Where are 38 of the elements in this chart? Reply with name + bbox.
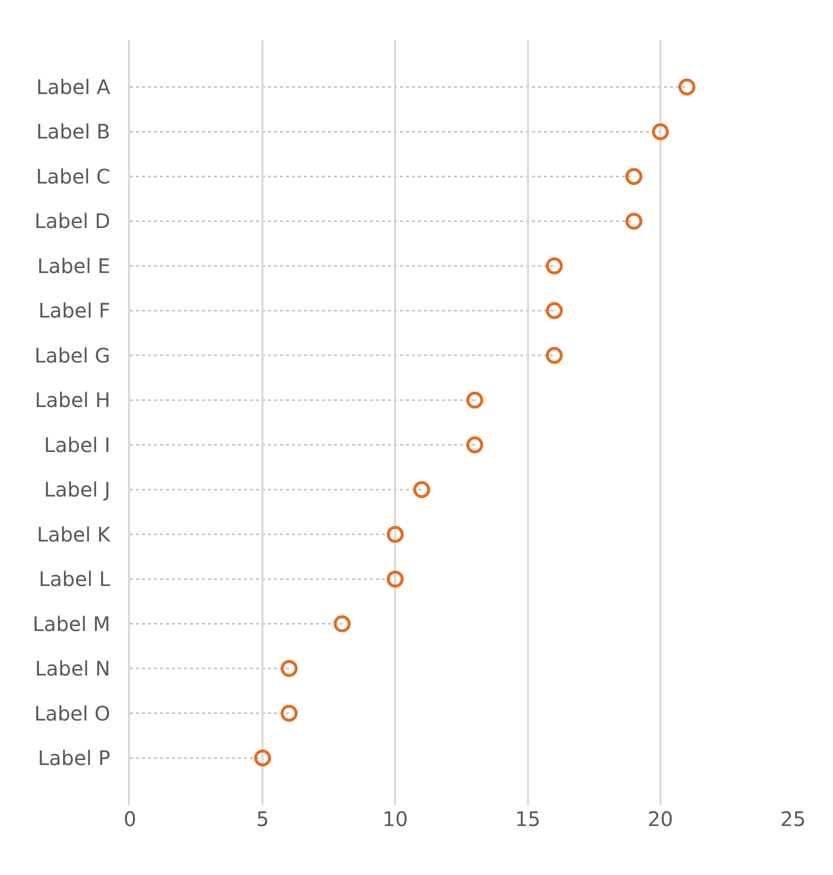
point <box>280 704 298 722</box>
y-tick-label: Label F <box>38 298 110 323</box>
point <box>625 212 642 230</box>
point <box>413 481 430 498</box>
point <box>678 78 696 96</box>
point <box>652 123 669 140</box>
point <box>280 660 298 678</box>
point <box>546 257 563 274</box>
y-tick-label: Label A <box>36 75 111 99</box>
point <box>254 750 272 766</box>
x-tick-label: 20 <box>648 807 674 831</box>
point <box>386 570 404 588</box>
y-tick-label: Label J <box>44 478 110 502</box>
y-tick-label: Label K <box>36 522 112 546</box>
point <box>466 436 484 454</box>
point <box>546 346 563 364</box>
y-tick-label: Label H <box>34 388 110 412</box>
x-tick-label: 5 <box>256 807 269 831</box>
y-tick-label: Label L <box>38 567 112 592</box>
x-tick-label: 0 <box>124 807 136 831</box>
y-tick-label: Label C <box>36 164 110 188</box>
y-tick-label: Label M <box>32 612 110 636</box>
point <box>466 392 484 409</box>
y-tick-label: Label D <box>34 209 110 234</box>
y-tick-label: Label B <box>36 120 110 144</box>
x-tick-label: 15 <box>515 807 541 831</box>
point <box>546 302 563 320</box>
x-tick-label: 10 <box>382 807 408 831</box>
y-tick-label: Label N <box>34 656 110 681</box>
point <box>334 615 351 632</box>
y-tick-label: Label G <box>34 343 110 368</box>
x-tick-label: 25 <box>780 807 806 831</box>
y-tick-label: Label P <box>38 746 110 770</box>
point <box>386 526 404 543</box>
y-tick-label: Label I <box>44 432 110 457</box>
point <box>625 168 642 185</box>
y-tick-label: Label O <box>34 701 110 726</box>
y-tick-label: Label E <box>37 254 110 278</box>
